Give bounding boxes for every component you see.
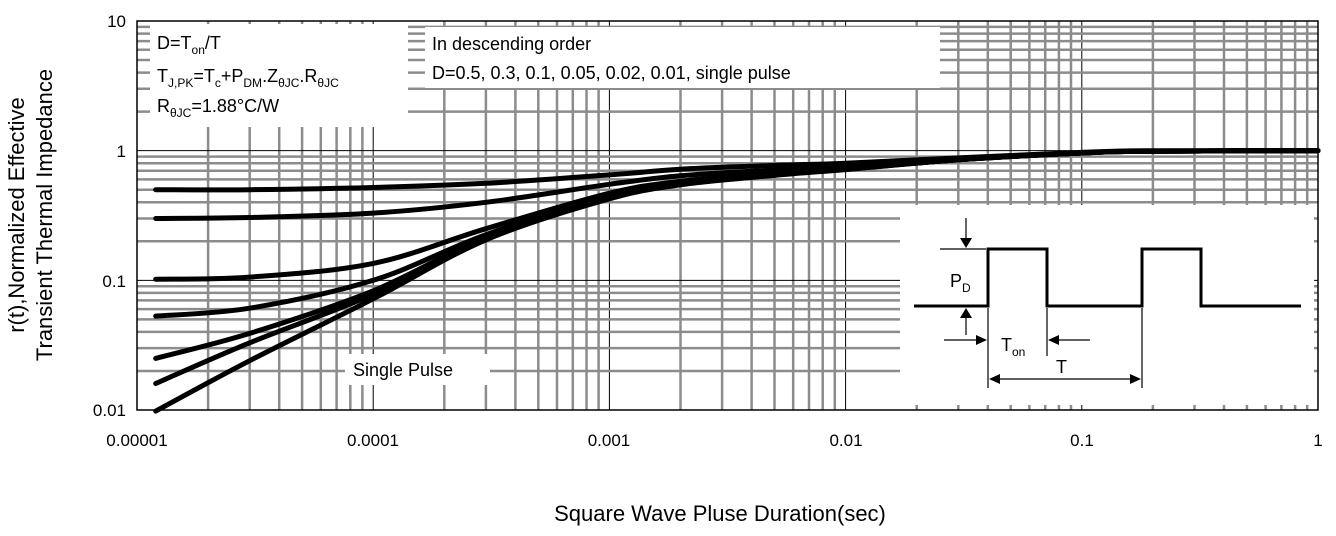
- y-axis-title-line1: r(t),Normalized Effective: [4, 97, 29, 333]
- single-pulse-box: [345, 354, 490, 385]
- order-list: D=0.5, 0.3, 0.1, 0.05, 0.02, 0.01, singl…: [432, 63, 791, 83]
- y-tick-label-0.01: 0.01: [93, 401, 126, 420]
- pulse-waveform: [914, 247, 1301, 308]
- y-tick-label-0.1: 0.1: [102, 272, 126, 291]
- x-tick-label-1: 1: [1313, 431, 1322, 450]
- x-axis-title: Square Wave Pluse Duration(sec): [554, 501, 886, 526]
- x-tick-label-0.01: 0.01: [829, 431, 862, 450]
- order-title: In descending order: [432, 34, 591, 54]
- y-axis-title-line2: Transient Thermal Impedance: [32, 69, 57, 361]
- x-tick-label-0.1: 0.1: [1070, 431, 1094, 450]
- pd-arrowhead-top: [960, 238, 972, 248]
- period-arrowhead-right: [1130, 374, 1141, 384]
- series-line-d-single: [153, 148, 1321, 414]
- pd-arrowhead-bottom: [960, 308, 972, 318]
- y-tick-label-1: 1: [117, 142, 126, 161]
- curves: [153, 148, 1321, 414]
- ton-arrowhead-right: [1048, 335, 1059, 345]
- ton-arrowhead-left: [976, 335, 987, 345]
- y-tick-label-10: 10: [107, 12, 126, 31]
- x-tick-label-0.0001: 0.0001: [347, 431, 399, 450]
- single-pulse-label: Single Pulse: [353, 360, 453, 380]
- period-label: T: [1056, 357, 1067, 377]
- x-tick-label-0.00001: 0.00001: [106, 431, 167, 450]
- plot-frame: [136, 20, 1319, 411]
- order-box: [425, 27, 940, 88]
- formula-box: [150, 24, 408, 127]
- pulse-waveform-inset: PD Ton T: [900, 205, 1314, 405]
- x-tick-label-0.001: 0.001: [588, 431, 631, 450]
- period-arrowhead-left: [989, 374, 1000, 384]
